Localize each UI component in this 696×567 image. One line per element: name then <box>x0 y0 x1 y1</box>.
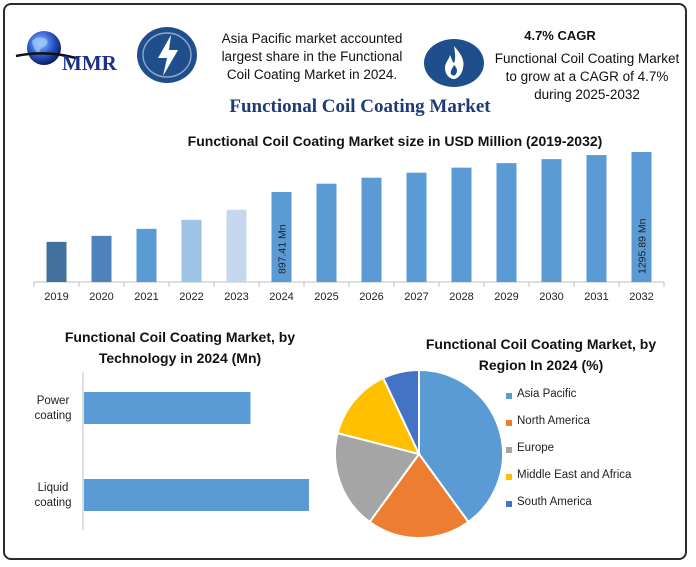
main-title: Functional Coil Coating Market <box>229 96 491 117</box>
bar-2020 <box>91 235 112 282</box>
x-tick-label-2028: 2028 <box>449 291 473 303</box>
x-tick-label-2031: 2031 <box>584 291 608 303</box>
pie-slice-europe <box>334 431 421 524</box>
bar-2024 <box>271 191 292 282</box>
bar-2030 <box>541 159 562 282</box>
x-tick-label-2027: 2027 <box>404 291 428 303</box>
svg-text:MMR: MMR <box>62 51 118 75</box>
legend-item: Europe <box>506 442 631 469</box>
legend-item: South America <box>506 496 631 523</box>
bar-2027 <box>406 172 427 282</box>
x-tick-label-2025: 2025 <box>314 291 338 303</box>
mmr-logo: MMR <box>15 31 118 75</box>
legend-label: North America <box>517 415 590 427</box>
x-tick-label-2026: 2026 <box>359 291 383 303</box>
bar-2026 <box>361 177 382 282</box>
x-tick-label-2029: 2029 <box>494 291 518 303</box>
cagr-text: Functional Coil Coating Market to grow a… <box>494 51 680 102</box>
bar-liquid-coating <box>84 479 309 511</box>
bar-2022 <box>181 219 202 282</box>
bar-2028 <box>451 167 472 282</box>
x-tick-label-2030: 2030 <box>539 291 563 303</box>
legend-swatch <box>506 420 512 426</box>
pie-slice-middle-east-and-africa <box>336 376 421 456</box>
region-legend: Asia Pacific North America Europe Middle Ea… <box>506 388 631 523</box>
x-tick-label-2019: 2019 <box>44 291 68 303</box>
x-tick-label-2023: 2023 <box>224 291 248 303</box>
region-chart-title: Functional Coil Coating Market, by Regio… <box>425 336 657 373</box>
pie-slice-north-america <box>368 452 470 539</box>
bar-chart-title: Functional Coil Coating Market size in U… <box>187 133 603 149</box>
x-tick-label-2024: 2024 <box>269 291 293 303</box>
market-size-bar-chart: 2019 2020 2021 2022 2023 2024 897.41 Mn 2025 202… <box>33 152 665 303</box>
legend-label: Europe <box>517 442 555 454</box>
infographic-frame <box>3 3 687 560</box>
bar-2031 <box>586 155 607 282</box>
bar-2019 <box>46 241 67 282</box>
category-label-power-coating: Power coating <box>34 395 71 422</box>
data-label-2024: 897.41 Mn <box>277 224 289 274</box>
technology-chart-title: Functional Coil Coating Market, by Techn… <box>64 329 296 366</box>
lightning-bolt-icon <box>137 27 197 83</box>
legend-item: Middle East and Africa <box>506 469 631 496</box>
pie-slice-asia-pacific <box>418 368 504 524</box>
legend-swatch <box>506 393 512 399</box>
bar-2023 <box>226 209 247 282</box>
bar-2025 <box>316 183 337 282</box>
cagr-title: 4.7% CAGR <box>524 28 596 43</box>
x-tick-label-2022: 2022 <box>179 291 203 303</box>
headline-text: Asia Pacific market accounted largest sh… <box>221 31 403 82</box>
x-tick-label-2020: 2020 <box>89 291 113 303</box>
x-tick-label-2021: 2021 <box>134 291 158 303</box>
legend-swatch <box>506 474 512 480</box>
legend-label: Asia Pacific <box>517 388 577 400</box>
data-label-2032: 1295.89 Mn <box>637 218 649 274</box>
category-label-liquid-coating: Liquid coating <box>34 482 71 509</box>
legend-label: South America <box>517 496 592 508</box>
legend-item: North America <box>506 415 631 442</box>
bar-2021 <box>136 228 157 282</box>
legend-label: Middle East and Africa <box>517 469 632 481</box>
pie-slice-south-america <box>381 368 420 455</box>
flame-icon <box>424 39 484 87</box>
bar-2032 <box>631 152 652 282</box>
legend-swatch <box>506 447 512 453</box>
bar-2029 <box>496 163 517 282</box>
x-tick-label-2032: 2032 <box>629 291 653 303</box>
bar-power-coating <box>84 392 251 424</box>
legend-item: Asia Pacific <box>506 388 631 415</box>
legend-swatch <box>506 501 512 507</box>
